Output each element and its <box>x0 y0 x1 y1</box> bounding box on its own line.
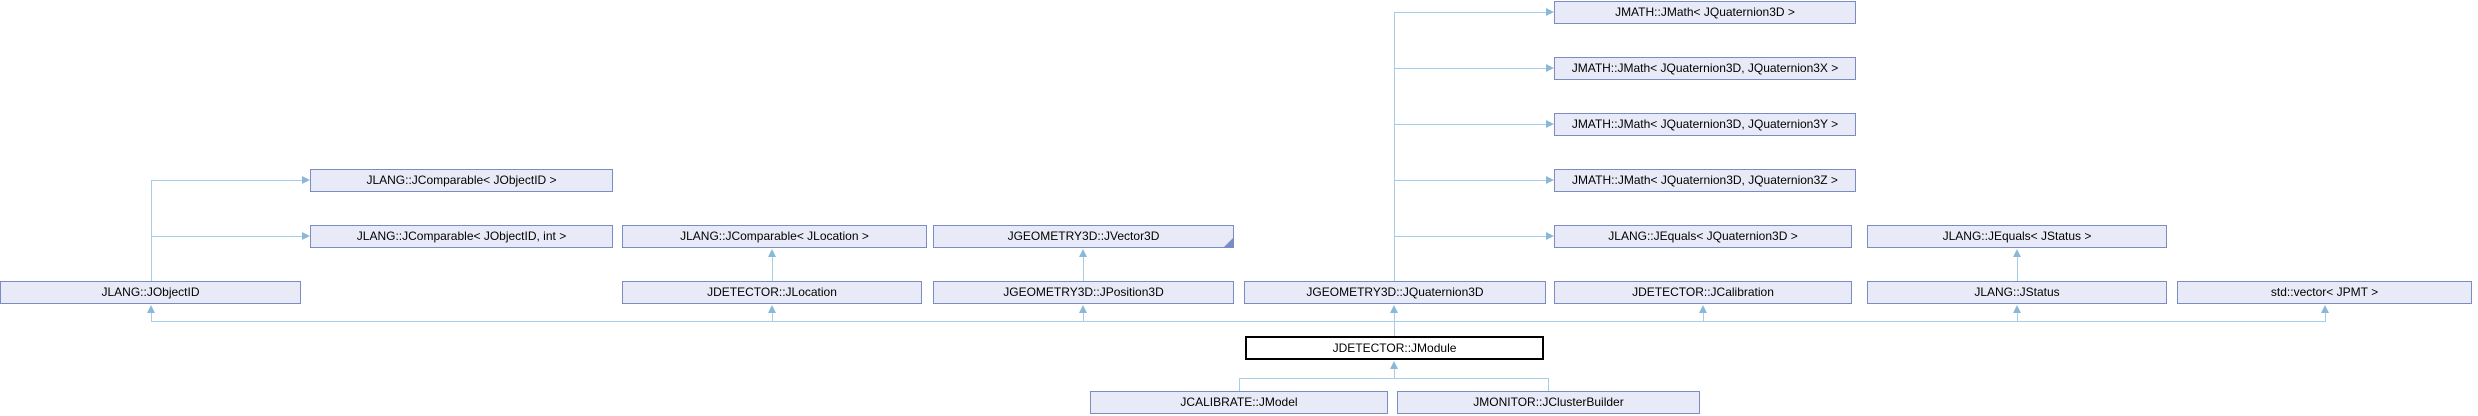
edge-jmodule-bases-connector <box>151 321 2326 322</box>
edge-jobjectid-spine <box>151 180 152 281</box>
edge-jposition3d-to-jvector3d <box>1083 257 1084 281</box>
class-node-jequals-quaternion3d[interactable]: JLANG::JEquals< JQuaternion3D > <box>1554 225 1852 248</box>
class-node-jcalibration[interactable]: JDETECTOR::JCalibration <box>1554 281 1852 304</box>
edge-stub-jstatus <box>2017 313 2018 321</box>
edge-to-jmath-quaternion3x <box>1394 68 1546 69</box>
class-node-vector-jpmt[interactable]: std::vector< JPMT > <box>2177 281 2472 304</box>
edge-stub-jcalibration <box>1703 313 1704 321</box>
edge-stub-vector-jpmt <box>2325 313 2326 321</box>
edge-jobjectid-to-jcomparable-jobjectid <box>151 180 302 181</box>
edge-to-jequals-quaternion3d <box>1394 236 1546 237</box>
arrowhead-icon <box>1546 120 1554 128</box>
class-node-jmath-quaternion3x[interactable]: JMATH::JMath< JQuaternion3D, JQuaternion… <box>1554 57 1856 80</box>
arrowhead-icon <box>302 176 310 184</box>
edge-stub-jobjectid <box>151 313 152 321</box>
class-node-jequals-jstatus[interactable]: JLANG::JEquals< JStatus > <box>1867 225 2167 248</box>
edge-stub-jlocation <box>772 313 773 321</box>
class-node-jstatus[interactable]: JLANG::JStatus <box>1867 281 2167 304</box>
class-node-jclusterbuilder[interactable]: JMONITOR::JClusterBuilder <box>1397 391 1700 414</box>
class-node-jcomparable-jlocation[interactable]: JLANG::JComparable< JLocation > <box>622 225 927 248</box>
arrowhead-icon <box>2013 249 2021 257</box>
arrowhead-icon <box>147 305 155 313</box>
class-node-jlocation[interactable]: JDETECTOR::JLocation <box>622 281 922 304</box>
arrowhead-icon <box>2321 305 2329 313</box>
edge-to-jmath-quaternion3d <box>1394 12 1546 13</box>
edge-stub-jmodel <box>1239 378 1240 391</box>
edge-stub-jclusterbuilder <box>1548 378 1549 391</box>
edge-jquaternion3d-spine <box>1394 12 1395 281</box>
arrowhead-icon <box>1546 8 1554 16</box>
arrowhead-icon <box>1079 249 1087 257</box>
class-node-jmodel[interactable]: JCALIBRATE::JModel <box>1090 391 1388 414</box>
arrowhead-icon <box>1390 361 1398 369</box>
class-node-jposition3d[interactable]: JGEOMETRY3D::JPosition3D <box>933 281 1234 304</box>
edge-to-jmath-quaternion3y <box>1394 124 1546 125</box>
arrowhead-icon <box>302 232 310 240</box>
class-node-jmath-quaternion3y[interactable]: JMATH::JMath< JQuaternion3D, JQuaternion… <box>1554 113 1856 136</box>
arrowhead-icon <box>1699 305 1707 313</box>
edge-stub-jposition3d <box>1083 313 1084 321</box>
edge-to-jmath-quaternion3z <box>1394 180 1546 181</box>
class-node-jmodule-current: JDETECTOR::JModule <box>1245 336 1544 360</box>
edge-jobjectid-to-jcomparable-jobjectid-int <box>151 236 302 237</box>
class-node-jmath-quaternion3d[interactable]: JMATH::JMath< JQuaternion3D > <box>1554 1 1856 24</box>
arrowhead-icon <box>2013 305 2021 313</box>
class-node-jcomparable-jobjectid[interactable]: JLANG::JComparable< JObjectID > <box>310 169 613 192</box>
truncated-graph-corner-icon <box>1224 238 1233 247</box>
edge-jstatus-to-jequals-jstatus <box>2017 257 2018 281</box>
class-node-jcomparable-jobjectid-int[interactable]: JLANG::JComparable< JObjectID, int > <box>310 225 613 248</box>
arrowhead-icon <box>1390 305 1398 313</box>
edge-jlocation-to-jcomparable-jlocation <box>772 257 773 281</box>
class-node-jobjectid[interactable]: JLANG::JObjectID <box>0 281 301 304</box>
arrowhead-icon <box>1546 232 1554 240</box>
class-node-jquaternion3d[interactable]: JGEOMETRY3D::JQuaternion3D <box>1244 281 1546 304</box>
class-node-jmath-quaternion3z[interactable]: JMATH::JMath< JQuaternion3D, JQuaternion… <box>1554 169 1856 192</box>
class-node-jvector3d-label: JGEOMETRY3D::JVector3D <box>1007 229 1160 243</box>
arrowhead-icon <box>1079 305 1087 313</box>
edge-jmodule-to-jquaternion3d <box>1394 313 1395 336</box>
arrowhead-icon <box>1546 176 1554 184</box>
class-node-jvector3d[interactable]: JGEOMETRY3D::JVector3D <box>933 225 1234 248</box>
edge-children-to-jmodule <box>1394 369 1395 378</box>
edge-children-connector <box>1239 378 1549 379</box>
arrowhead-icon <box>1546 64 1554 72</box>
arrowhead-icon <box>768 249 776 257</box>
arrowhead-icon <box>768 305 776 313</box>
